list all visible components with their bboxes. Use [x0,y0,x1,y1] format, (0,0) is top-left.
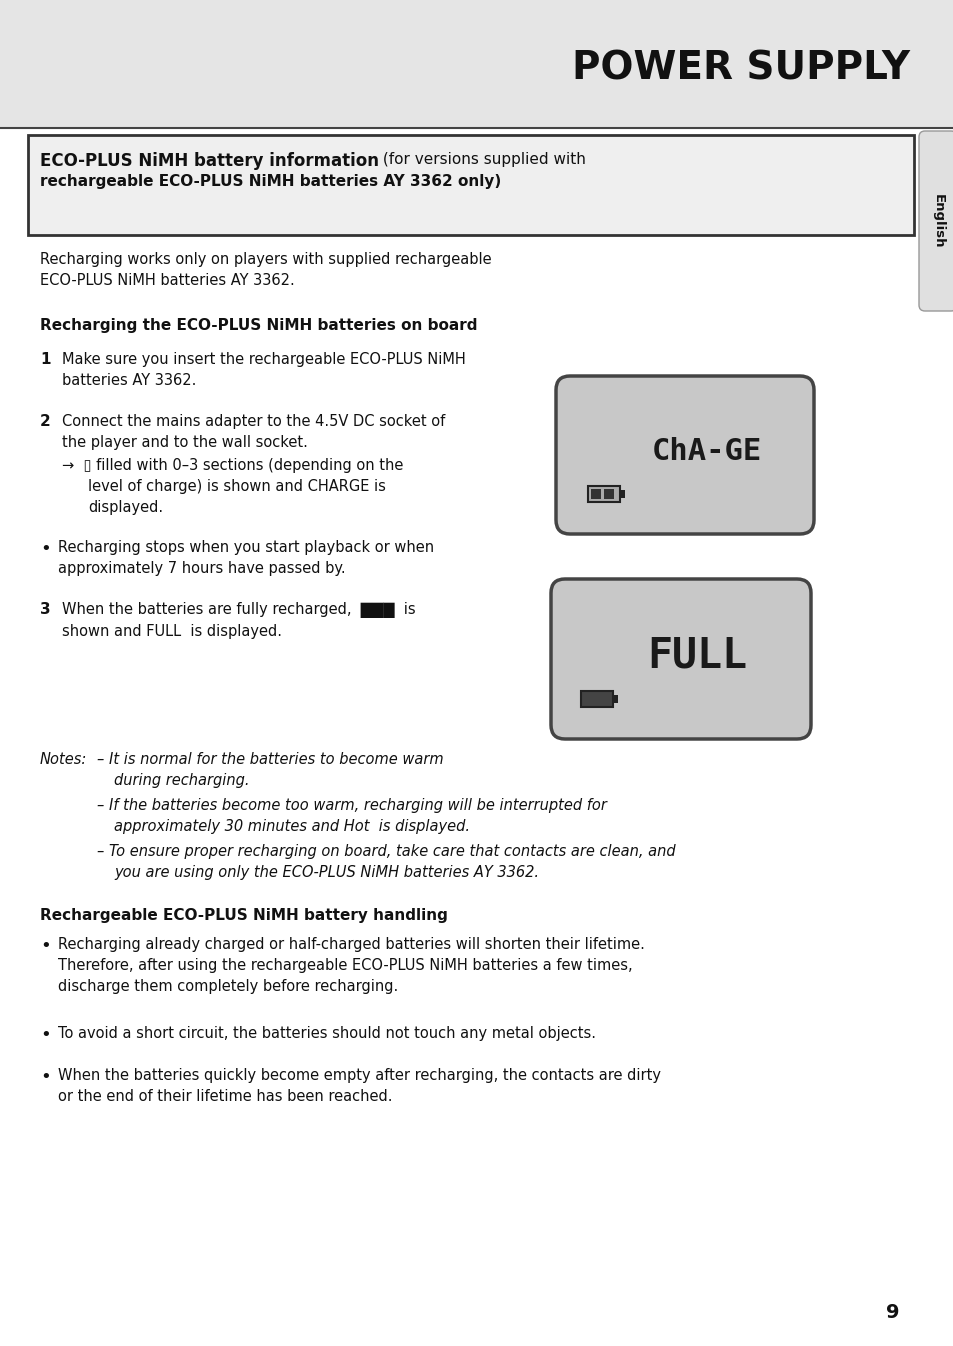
Text: •: • [40,1067,51,1086]
Text: during recharging.: during recharging. [113,773,250,787]
Text: Recharging works only on players with supplied rechargeable
ECO-PLUS NiMH batter: Recharging works only on players with su… [40,252,491,288]
Text: 1: 1 [40,353,51,367]
Text: approximately 30 minutes and Hot  is displayed.: approximately 30 minutes and Hot is disp… [113,818,470,835]
Text: •: • [40,1026,51,1044]
Text: level of charge) is shown and CHARGE is: level of charge) is shown and CHARGE is [88,479,385,494]
FancyBboxPatch shape [556,376,813,534]
Text: POWER SUPPLY: POWER SUPPLY [572,48,909,87]
Text: •: • [40,540,51,559]
Text: (for versions supplied with: (for versions supplied with [377,152,585,167]
Text: 2: 2 [40,415,51,429]
Text: Notes:: Notes: [40,752,87,767]
Text: To avoid a short circuit, the batteries should not touch any metal objects.: To avoid a short circuit, the batteries … [58,1026,596,1040]
Text: 9: 9 [885,1303,899,1322]
Bar [587,486,619,502]
Bar [0,0,953,128]
Text: displayed.: displayed. [88,499,163,516]
Text: English: English [930,194,943,248]
Bar [619,490,624,498]
Text: rechargeable ECO-PLUS NiMH batteries AY 3362 only): rechargeable ECO-PLUS NiMH batteries AY … [40,174,500,188]
Text: ChA-GE: ChA-GE [651,436,761,466]
Text: you are using only the ECO-PLUS NiMH batteries AY 3362.: you are using only the ECO-PLUS NiMH bat… [113,865,538,880]
Text: When the batteries are fully recharged,  ███  is
shown and FULL  is displayed.: When the batteries are fully recharged, … [62,602,416,639]
Text: – If the batteries become too warm, recharging will be interrupted for: – If the batteries become too warm, rech… [97,798,606,813]
Text: Recharging the ECO-PLUS NiMH batteries on board: Recharging the ECO-PLUS NiMH batteries o… [40,318,477,332]
Text: Make sure you insert the rechargeable ECO-PLUS NiMH
batteries AY 3362.: Make sure you insert the rechargeable EC… [62,353,465,388]
Text: Recharging stops when you start playback or when
approximately 7 hours have pass: Recharging stops when you start playback… [58,540,434,576]
Bar [28,135,913,236]
Bar [603,489,614,499]
FancyBboxPatch shape [551,579,810,739]
FancyBboxPatch shape [918,131,953,311]
Text: 3: 3 [40,602,51,616]
Text: When the batteries quickly become empty after recharging, the contacts are dirty: When the batteries quickly become empty … [58,1067,660,1104]
Text: ECO-PLUS NiMH battery information: ECO-PLUS NiMH battery information [40,152,378,170]
Bar [580,690,613,707]
Bar [590,489,600,499]
Text: •: • [40,937,51,956]
Text: Recharging already charged or half-charged batteries will shorten their lifetime: Recharging already charged or half-charg… [58,937,644,993]
Bar [613,695,618,703]
Text: Connect the mains adapter to the 4.5V DC socket of
the player and to the wall so: Connect the mains adapter to the 4.5V DC… [62,415,445,450]
Text: FULL: FULL [646,634,746,676]
Text: – It is normal for the batteries to become warm: – It is normal for the batteries to beco… [97,752,443,767]
Text: Rechargeable ECO-PLUS NiMH battery handling: Rechargeable ECO-PLUS NiMH battery handl… [40,909,447,923]
Text: – To ensure proper recharging on board, take care that contacts are clean, and: – To ensure proper recharging on board, … [97,844,675,859]
Text: →  ▯ filled with 0–3 sections (depending on the: → ▯ filled with 0–3 sections (depending … [62,458,403,472]
